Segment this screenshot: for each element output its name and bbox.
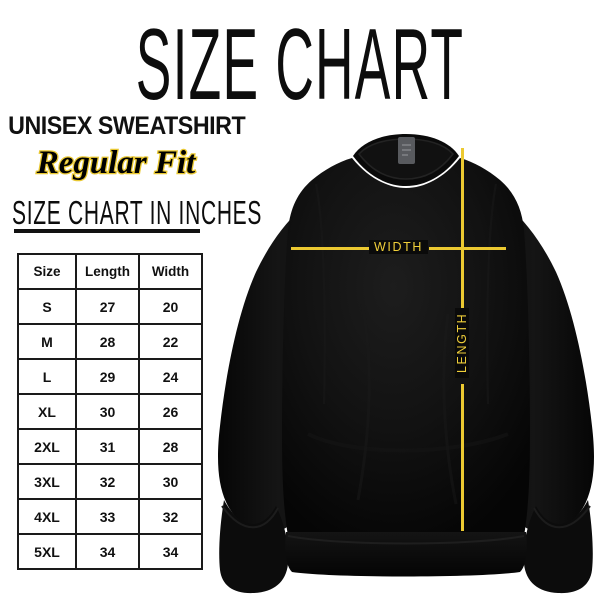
cell-length: 28 bbox=[75, 323, 140, 360]
table-header-row: Size Length Width bbox=[17, 253, 203, 290]
cell-size: 5XL bbox=[17, 533, 77, 570]
cell-width: 20 bbox=[138, 288, 203, 325]
cell-size: L bbox=[17, 358, 77, 395]
left-info-column: UNISEX SWEATSHIRT Regular Fit SIZE CHART… bbox=[0, 112, 263, 233]
column-header-length: Length bbox=[75, 253, 140, 290]
cell-width: 22 bbox=[138, 323, 203, 360]
table-row: S 27 20 bbox=[17, 288, 203, 325]
cell-width: 28 bbox=[138, 428, 203, 465]
cell-length: 31 bbox=[75, 428, 140, 465]
table-row: 3XL 32 30 bbox=[17, 463, 203, 500]
sweatshirt-image bbox=[212, 104, 600, 600]
page-title: SIZE CHART bbox=[135, 8, 465, 122]
cell-width: 32 bbox=[138, 498, 203, 535]
table-row: L 29 24 bbox=[17, 358, 203, 395]
cell-size: M bbox=[17, 323, 77, 360]
cell-width: 34 bbox=[138, 533, 203, 570]
units-heading-underline bbox=[14, 229, 200, 233]
table-row: 4XL 33 32 bbox=[17, 498, 203, 535]
cell-length: 34 bbox=[75, 533, 140, 570]
cell-width: 24 bbox=[138, 358, 203, 395]
cell-size: 4XL bbox=[17, 498, 77, 535]
table-row: M 28 22 bbox=[17, 323, 203, 360]
table-row: XL 30 26 bbox=[17, 393, 203, 430]
cell-length: 33 bbox=[75, 498, 140, 535]
cell-size: XL bbox=[17, 393, 77, 430]
product-name-label: UNISEX SWEATSHIRT bbox=[8, 112, 246, 140]
sweatshirt-body bbox=[282, 134, 530, 577]
units-heading: SIZE CHART IN INCHES bbox=[12, 194, 263, 232]
cell-length: 29 bbox=[75, 358, 140, 395]
table-row: 5XL 34 34 bbox=[17, 533, 203, 570]
size-table: Size Length Width S 27 20 M 28 22 L 29 2… bbox=[17, 253, 203, 570]
cell-length: 27 bbox=[75, 288, 140, 325]
table-row: 2XL 31 28 bbox=[17, 428, 203, 465]
cell-size: 3XL bbox=[17, 463, 77, 500]
cell-width: 30 bbox=[138, 463, 203, 500]
cell-length: 32 bbox=[75, 463, 140, 500]
column-header-size: Size bbox=[17, 253, 77, 290]
fit-type-label: Regular Fit bbox=[35, 144, 196, 183]
column-header-width: Width bbox=[138, 253, 203, 290]
cell-length: 30 bbox=[75, 393, 140, 430]
cell-size: 2XL bbox=[17, 428, 77, 465]
cell-size: S bbox=[17, 288, 77, 325]
cell-width: 26 bbox=[138, 393, 203, 430]
